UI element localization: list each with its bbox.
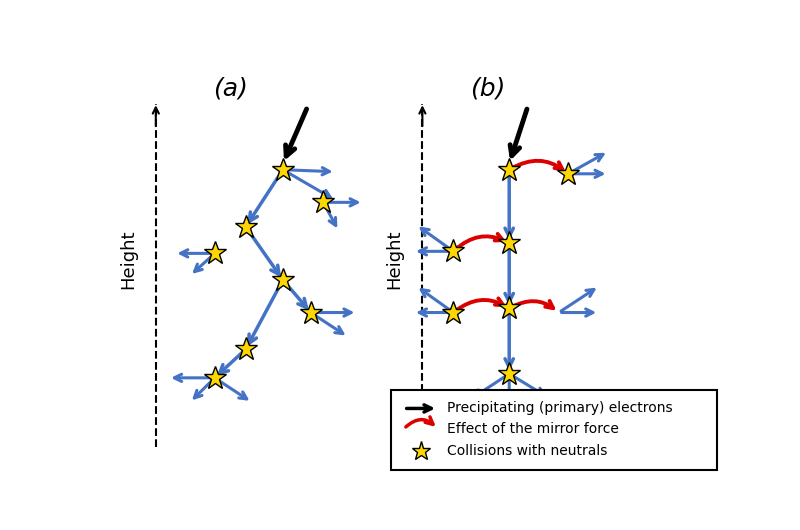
Text: (b): (b): [470, 76, 505, 100]
Text: Effect of the mirror force: Effect of the mirror force: [447, 422, 619, 436]
Text: (a): (a): [213, 76, 248, 100]
Text: Precipitating (primary) electrons: Precipitating (primary) electrons: [447, 401, 673, 416]
Text: Collisions with neutrals: Collisions with neutrals: [447, 444, 607, 458]
FancyBboxPatch shape: [391, 390, 717, 470]
Text: Height: Height: [119, 229, 137, 289]
Text: Height: Height: [386, 229, 403, 289]
